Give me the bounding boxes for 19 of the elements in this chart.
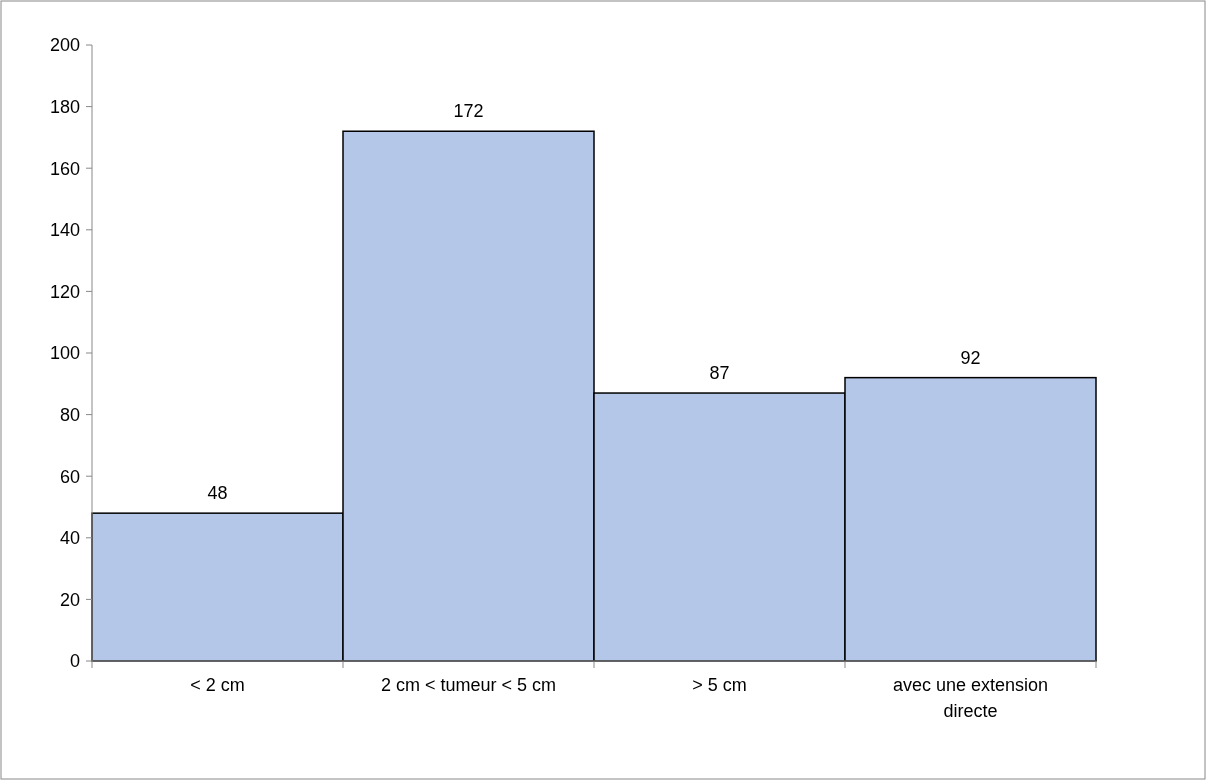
y-tick-label: 20 [59, 589, 80, 610]
x-tick-label: 2 cm < tumeur < 5 cm [380, 675, 557, 695]
x-tick-label: < 2 cm [190, 675, 245, 695]
y-tick-label: 100 [49, 343, 80, 364]
data-label: 48 [207, 483, 228, 504]
y-tick-label: 140 [49, 220, 80, 241]
y-tick-label: 120 [49, 281, 80, 302]
y-tick-label: 0 [69, 651, 80, 672]
y-tick-label: 180 [49, 96, 80, 117]
y-tick-label: 80 [59, 404, 80, 425]
x-tick-label: avec une extension directe [892, 675, 1049, 721]
data-label: 92 [960, 347, 981, 368]
y-tick-label: 40 [59, 528, 80, 549]
data-label: 172 [453, 101, 484, 122]
y-tick-label: 200 [49, 35, 80, 56]
x-tick-label: > 5 cm [692, 675, 747, 695]
y-tick-label: 160 [49, 158, 80, 179]
y-tick-label: 60 [59, 466, 80, 487]
data-label: 87 [709, 363, 730, 384]
